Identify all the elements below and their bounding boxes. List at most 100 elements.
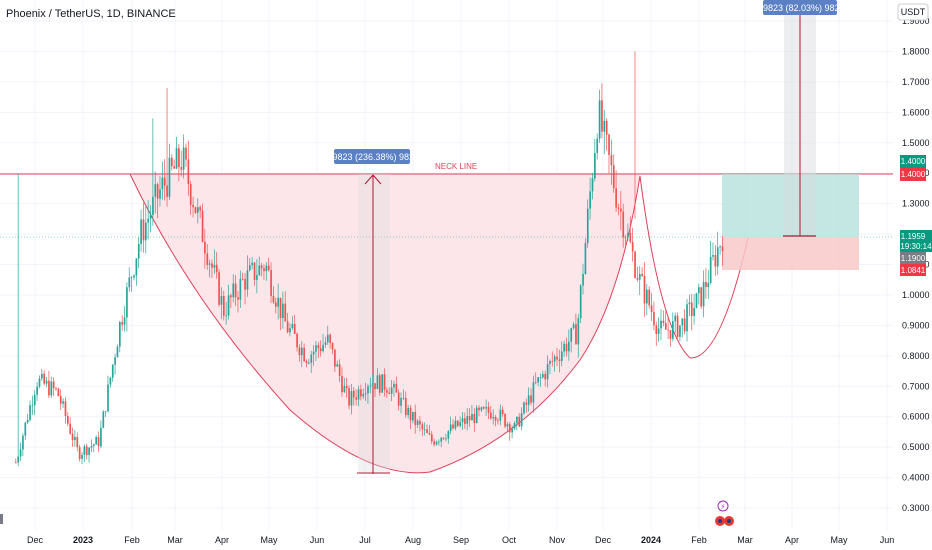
candle-body [688,302,691,305]
candle-body [180,167,183,170]
candle-body [71,433,74,441]
candle-body [52,381,55,389]
candle-body [705,282,707,288]
candle-body [568,341,570,352]
candle-body [166,185,168,197]
us-flag-event-icon[interactable] [715,516,734,526]
candle-body [404,397,407,416]
candle-body [57,388,60,397]
candle-body [90,446,93,448]
candle-body [360,389,362,397]
svg-text:1.1900: 1.1900 [901,254,926,263]
candle-body [575,324,577,345]
candle-body [206,253,209,265]
y-tick-label: 0.6000 [902,412,930,422]
candle-body [182,147,185,170]
candle-body [537,377,539,383]
candle-body [355,397,358,400]
candle-body [511,428,513,433]
candle-body [331,342,334,350]
y-tick-label: 1.9000 [902,16,930,26]
candle-body [438,441,440,443]
candle-body [66,416,69,424]
candle-body [586,208,589,244]
candle-body [582,273,584,286]
candle-body [15,462,17,464]
candle-body [258,265,261,276]
candle-body [76,437,79,448]
candle-body [147,218,150,223]
candle-body [620,208,622,212]
candle-body [433,441,436,445]
y-tick-label: 1.0000 [902,290,930,300]
candle-body [29,405,31,420]
candle-body [144,222,147,241]
candle-body [111,364,114,378]
candle-body [506,424,509,427]
candle-body [504,414,506,427]
candle-body [88,447,90,455]
svg-text:19:30:14: 19:30:14 [900,242,932,251]
candle-body [338,364,341,376]
scroll-marker[interactable] [0,514,3,524]
candle-body [648,289,651,306]
candle-body [672,321,674,339]
earnings-event-icon[interactable]: ⚡ [717,500,729,512]
candle-body [454,420,457,429]
candle-body [114,357,116,365]
candle-body [241,278,244,280]
candle-body [19,449,22,457]
candle-body [513,422,516,429]
candle-body [542,373,544,378]
candle-body [485,407,488,409]
candle-body [381,374,384,393]
y-tick-label: 0.4000 [902,473,930,483]
x-axis: Dec 2023 Feb Mar Apr May Jun Jul Aug Sep Oct Nov Dec… [27,535,894,545]
neck-line-label: NECK LINE [435,162,477,171]
candle-body [494,417,497,421]
y-tick-label: 0.7000 [902,381,930,391]
candle-body [371,383,374,386]
candle-body [376,375,379,390]
x-tick-label: Dec [27,535,44,545]
candle-body [40,373,43,379]
candle-body [657,328,660,334]
currency-selector[interactable]: USDT [897,3,929,21]
stop-zone [722,237,859,270]
candle-body [466,416,469,424]
candle-body [237,297,239,300]
candle-body [378,375,381,393]
candle-body [329,334,332,343]
candle-body [107,384,109,412]
candle-body [416,420,419,425]
svg-text:1.1959: 1.1959 [901,232,926,241]
price-tag-mid: 1.1900 [900,252,926,264]
candle-body [707,282,710,288]
x-tick-label: Jun [310,535,325,545]
y-tick-label: 0.9000 [902,320,930,330]
candle-body [594,153,596,179]
candle-body [681,318,684,326]
candle-body [123,317,126,325]
candle-body [362,394,365,397]
candle-body [161,177,164,190]
candle-body [712,255,714,257]
y-tick-label: 1.7000 [902,77,930,87]
candle-body [185,147,187,160]
svg-text:0.9823 (236.38%) 9823: 0.9823 (236.38%) 9823 [325,152,419,162]
candle-body [497,420,499,422]
candle-body [534,382,537,384]
candle-body [189,183,192,205]
candle-body [638,273,641,280]
candle-body [308,362,310,364]
candle-body [615,188,617,208]
candle-body [293,323,296,334]
candle-body [163,177,166,186]
candle-body [74,437,76,441]
candle-body [650,305,653,313]
candle-body [636,278,639,280]
candle-body [589,191,591,209]
cup-pattern-curve [129,173,641,474]
